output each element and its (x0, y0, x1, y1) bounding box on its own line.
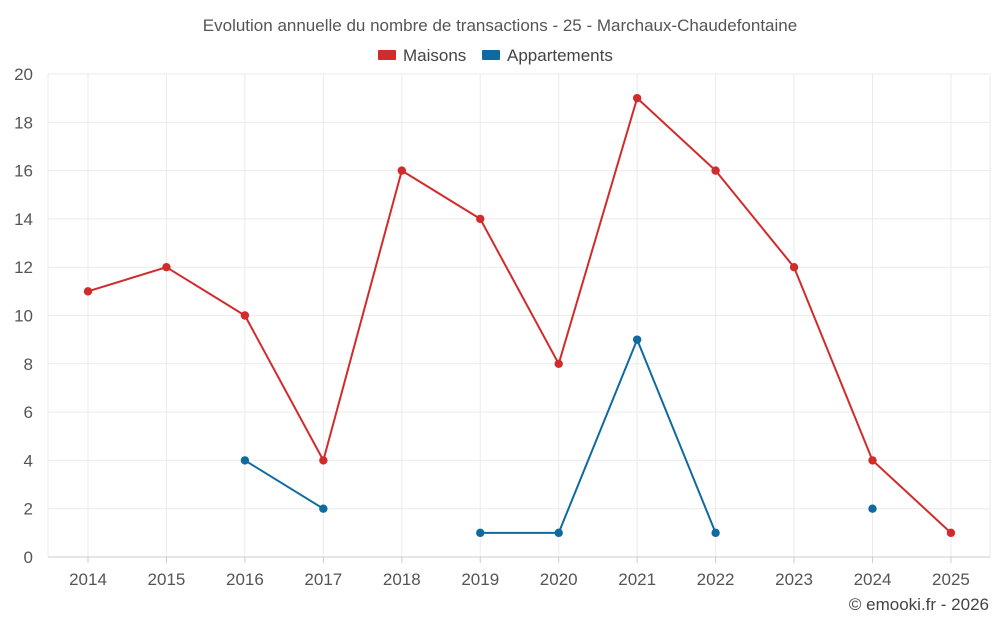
x-axis: 2014 2015 2016 2017 2018 2019 2020 2021 2022 2023… (69, 557, 970, 589)
data-point-maisons (397, 166, 406, 175)
series-line-maisons (87, 97, 952, 534)
y-tick-label: 18 (14, 113, 33, 132)
y-tick-label: 10 (14, 307, 33, 326)
data-point-maisons (554, 359, 563, 368)
y-tick-label: 14 (14, 210, 33, 229)
y-tick-label: 0 (24, 548, 33, 567)
series-appartements (240, 335, 877, 538)
y-tick-label: 4 (24, 451, 33, 470)
x-tick-label: 2020 (540, 570, 578, 589)
data-point-appartements (319, 504, 328, 513)
x-tick-label: 2022 (697, 570, 735, 589)
data-point-maisons (711, 166, 720, 175)
x-tick-label: 2018 (383, 570, 421, 589)
data-point-maisons (946, 528, 956, 538)
data-point-appartements (632, 335, 642, 344)
legend-swatch-maisons (378, 50, 396, 60)
series-line-appartements (480, 338, 717, 534)
data-point-appartements (711, 528, 720, 538)
data-point-maisons (83, 287, 93, 296)
grid (47, 73, 991, 558)
x-tick-label: 2024 (854, 570, 892, 589)
y-tick-label: 8 (24, 355, 33, 374)
data-point-maisons (789, 263, 799, 272)
y-axis: 0 2 4 6 8 10 12 14 16 18 20 (14, 65, 33, 567)
y-tick-label: 20 (14, 65, 33, 84)
x-tick-label: 2019 (461, 570, 499, 589)
x-tick-label: 2015 (148, 570, 186, 589)
data-point-maisons (162, 263, 171, 272)
data-point-maisons (240, 311, 250, 320)
data-point-appartements (554, 528, 563, 538)
legend-label-maisons: Maisons (403, 46, 466, 65)
x-tick-label: 2014 (69, 570, 107, 589)
x-tick-label: 2021 (618, 570, 656, 589)
x-tick-label: 2025 (932, 570, 970, 589)
x-tick-label: 2017 (304, 570, 342, 589)
data-point-maisons (476, 214, 485, 224)
data-point-maisons (868, 456, 877, 465)
credit-text: © emooki.fr - 2026 (849, 595, 989, 614)
y-tick-label: 6 (24, 403, 33, 422)
legend-swatch-appartements (482, 50, 500, 60)
y-tick-label: 12 (14, 258, 33, 277)
series-line-appartements (244, 459, 324, 510)
series-maisons (83, 93, 956, 538)
data-point-maisons (632, 93, 642, 103)
legend-label-appartements: Appartements (507, 46, 613, 65)
y-tick-label: 16 (14, 162, 33, 181)
series-layer (83, 93, 956, 538)
y-tick-label: 2 (24, 500, 33, 519)
x-tick-label: 2023 (775, 570, 813, 589)
data-point-appartements (476, 528, 485, 538)
legend: Maisons Appartements (378, 46, 613, 65)
data-point-appartements (240, 456, 250, 465)
x-tick-label: 2016 (226, 570, 264, 589)
data-point-maisons (319, 456, 328, 465)
data-point-appartements (868, 504, 877, 513)
chart-title: Evolution annuelle du nombre de transact… (203, 16, 797, 35)
